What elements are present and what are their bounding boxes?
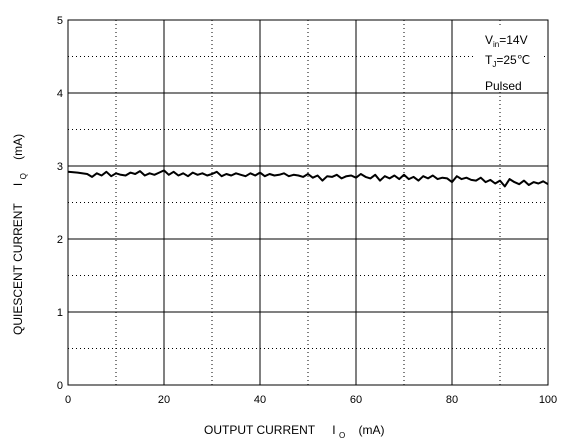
y-tick-label: 5 — [57, 15, 63, 27]
condition-symbol: V — [485, 33, 493, 47]
y-axis-label-unit: (mA) — [11, 134, 25, 160]
x-tick-label: 20 — [158, 394, 170, 406]
plot-frame — [67, 19, 549, 386]
y-tick-label: 3 — [57, 161, 63, 173]
condition-pulsed: Pulsed — [485, 79, 522, 93]
y-tick-label: 0 — [57, 380, 63, 392]
condition-vin: Vin=14V — [485, 33, 528, 49]
x-axis-label-unit: (mA) — [359, 423, 385, 437]
x-axis-label-symbol: I — [332, 423, 335, 437]
x-axis-label-sub: O — [339, 431, 345, 440]
condition-tj: TJ=25℃ — [485, 53, 530, 69]
y-axis-label-main: QUIESCENT CURRENT — [11, 203, 25, 335]
x-tick-label: 60 — [350, 394, 362, 406]
x-axis-label-main: OUTPUT CURRENT — [204, 423, 316, 437]
condition-value: =14V — [499, 33, 527, 47]
y-tick-label: 1 — [57, 307, 63, 319]
y-axis-label-symbol: I — [11, 183, 25, 186]
condition-symbol: T — [485, 53, 493, 67]
y-axis-label-sub: Q — [19, 173, 28, 179]
grid-major-lines — [68, 20, 548, 385]
condition-subscript: J — [492, 60, 496, 69]
x-tick-label: 0 — [65, 394, 71, 406]
grid-minor-lines — [68, 20, 548, 385]
condition-subscript: in — [493, 40, 499, 49]
y-tick-label: 2 — [57, 234, 63, 246]
x-tick-label: 80 — [446, 394, 458, 406]
conditions-box — [474, 26, 544, 90]
x-axis-label: OUTPUT CURRENT I O (mA) — [204, 423, 385, 441]
x-tick-labels: 0 20 40 60 80 100 — [65, 394, 557, 406]
y-axis-label: QUIESCENT CURRENT I Q (mA) — [11, 134, 29, 335]
series-line — [67, 169, 549, 188]
condition-value: =25℃ — [496, 53, 530, 67]
x-tick-label: 40 — [254, 394, 266, 406]
y-tick-label: 4 — [57, 88, 63, 100]
x-tick-label: 100 — [539, 394, 557, 406]
y-tick-labels: 0 1 2 3 4 5 — [57, 15, 63, 392]
condition-symbol: Pulsed — [485, 79, 522, 93]
